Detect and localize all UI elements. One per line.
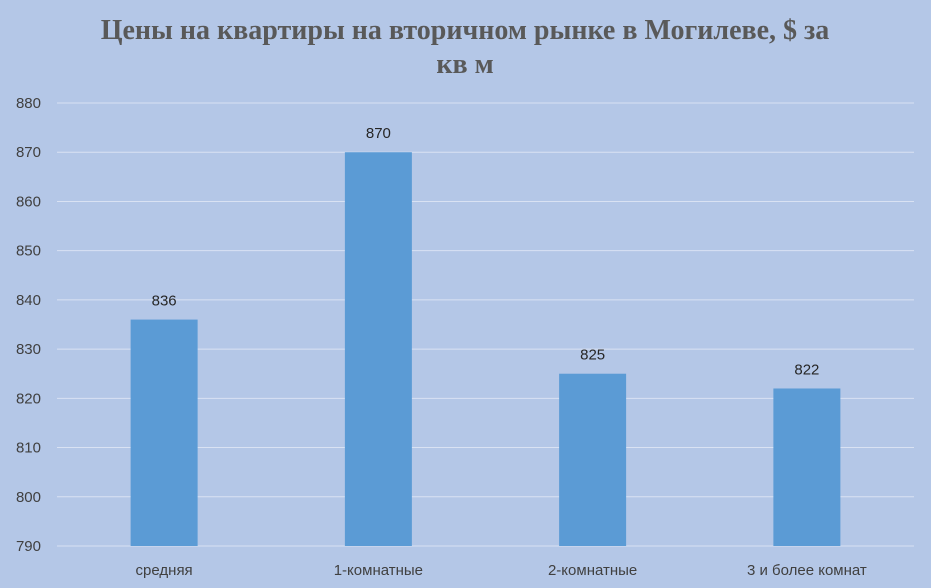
x-tick-label: 1-комнатные	[334, 562, 423, 579]
x-tick-label: 2-комнатные	[548, 562, 637, 579]
y-tick-label: 790	[16, 538, 41, 555]
x-axis-ticks: средняя 1-комнатные 2-комнатные 3 и более к…	[136, 562, 867, 579]
y-tick-label: 870	[16, 144, 41, 161]
data-labels: 836 870 825 822	[152, 125, 820, 378]
chart-title: Цены на квартиры на вторичном рынке в Мо…	[100, 15, 830, 80]
bar	[559, 373, 627, 546]
y-tick-label: 860	[16, 193, 41, 210]
data-label: 822	[794, 361, 819, 378]
bar	[344, 152, 412, 546]
data-label: 825	[580, 347, 605, 364]
data-label: 836	[152, 293, 177, 310]
bars	[130, 152, 841, 546]
y-tick-label: 800	[16, 489, 41, 506]
y-tick-label: 810	[16, 440, 41, 457]
y-tick-label: 880	[16, 95, 41, 112]
x-tick-label: средняя	[136, 562, 193, 579]
gridlines	[57, 102, 914, 547]
y-tick-label: 820	[16, 390, 41, 407]
y-tick-label: 840	[16, 292, 41, 309]
y-tick-label: 830	[16, 341, 41, 358]
bar	[773, 388, 841, 546]
x-tick-label: 3 и более комнат	[747, 562, 867, 579]
data-label: 870	[366, 125, 391, 142]
y-tick-label: 850	[16, 243, 41, 260]
y-axis-ticks: 790 800 810 820 830 840 850 860 870 880	[16, 95, 41, 555]
bar	[130, 319, 198, 546]
